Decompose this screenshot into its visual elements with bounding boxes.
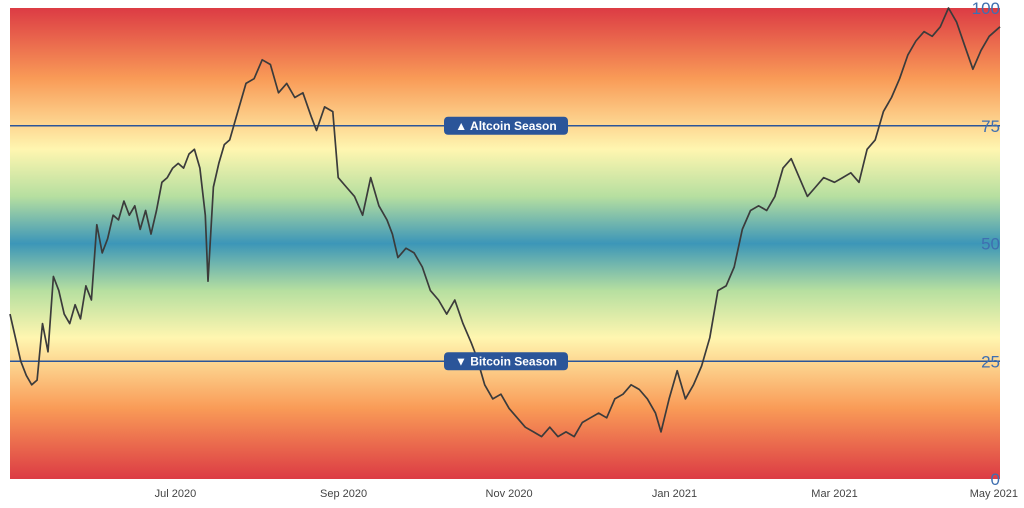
y-tick-label: 100 — [972, 0, 1000, 18]
series-line — [9, 7, 1001, 438]
y-tick-label: 0 — [991, 470, 1000, 489]
threshold-badge-bg — [444, 352, 568, 371]
y-axis: 100 75 50 25 0 — [972, 0, 1000, 489]
threshold-labels: ▲ Altcoin Season ▼ Bitcoin Season — [444, 116, 568, 371]
x-tick-label: Jan 2021 — [652, 488, 697, 500]
x-tick-label: May 2021 — [970, 488, 1018, 500]
x-tick-label: Jul 2020 — [155, 488, 197, 500]
plot-background — [10, 8, 1000, 479]
threshold-badge-75: ▲ Altcoin Season — [444, 116, 568, 135]
x-tick-label: Nov 2020 — [486, 488, 533, 500]
threshold-label: ▼ Bitcoin Season — [455, 354, 557, 368]
y-tick-label: 75 — [981, 117, 1000, 136]
y-tick-label: 50 — [981, 235, 1000, 254]
threshold-badge-25: ▼ Bitcoin Season — [444, 352, 568, 371]
y-tick-label: 25 — [981, 352, 1000, 371]
threshold-label: ▲ Altcoin Season — [455, 119, 556, 133]
threshold-badge-bg — [444, 116, 568, 135]
x-tick-label: Sep 2020 — [320, 488, 367, 500]
x-axis: Jul 2020 Sep 2020 Nov 2020 Jan 2021 Mar 2021… — [155, 488, 1018, 500]
x-tick-label: Mar 2021 — [811, 488, 857, 500]
